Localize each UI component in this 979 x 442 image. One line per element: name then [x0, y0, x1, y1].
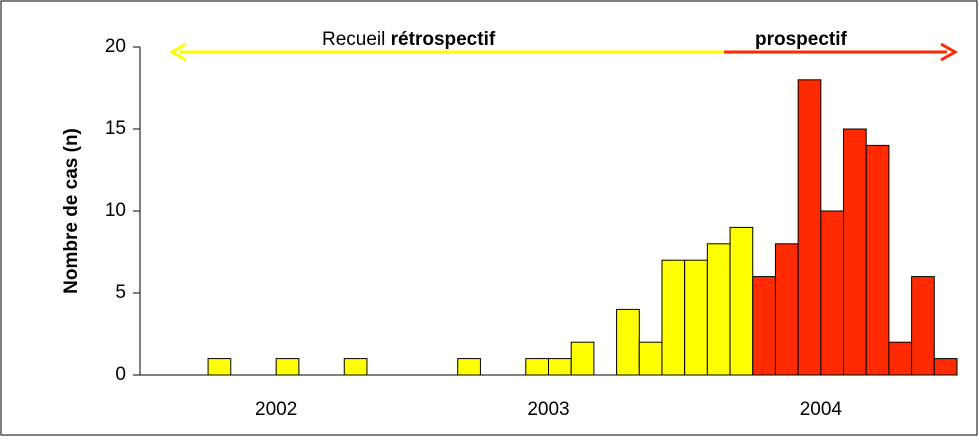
bar — [207, 358, 232, 376]
bar — [525, 358, 549, 376]
bar — [548, 358, 572, 376]
retro-annotation: Recueil rétrospectif — [322, 29, 496, 50]
y-tick-label: 20 — [105, 36, 126, 57]
bar — [774, 243, 799, 376]
x-group-label: 2002 — [255, 399, 297, 420]
pro-arrowhead — [940, 42, 959, 62]
bar — [343, 358, 368, 376]
bar — [616, 308, 640, 376]
bar — [684, 259, 708, 376]
bar — [638, 341, 663, 376]
y-tick-label: 15 — [105, 118, 126, 139]
annotation-retro: rétrospectif — [391, 29, 496, 50]
annotation-prefix: Recueil — [322, 29, 385, 50]
y-tick-label: 10 — [105, 200, 126, 221]
y-tick-label: 0 — [115, 364, 126, 385]
pro-annotation: prospectif — [755, 29, 848, 50]
bar — [797, 79, 822, 376]
x-group-label: 2004 — [800, 399, 843, 420]
bar — [820, 210, 845, 376]
bar — [706, 243, 731, 376]
bar — [843, 128, 867, 376]
bar — [888, 341, 913, 376]
x-group-label: 2003 — [527, 399, 569, 420]
bar — [752, 276, 776, 376]
bar — [729, 226, 754, 376]
bar — [661, 259, 686, 376]
bar — [911, 276, 935, 376]
bar — [933, 358, 958, 376]
bar — [457, 358, 481, 376]
bar — [865, 144, 890, 376]
bar — [275, 358, 300, 376]
y-tick-label: 5 — [115, 282, 126, 303]
bar — [570, 341, 595, 376]
y-axis-label: Nombre de cas (n) — [61, 128, 82, 294]
retro-arrowhead — [168, 42, 187, 62]
